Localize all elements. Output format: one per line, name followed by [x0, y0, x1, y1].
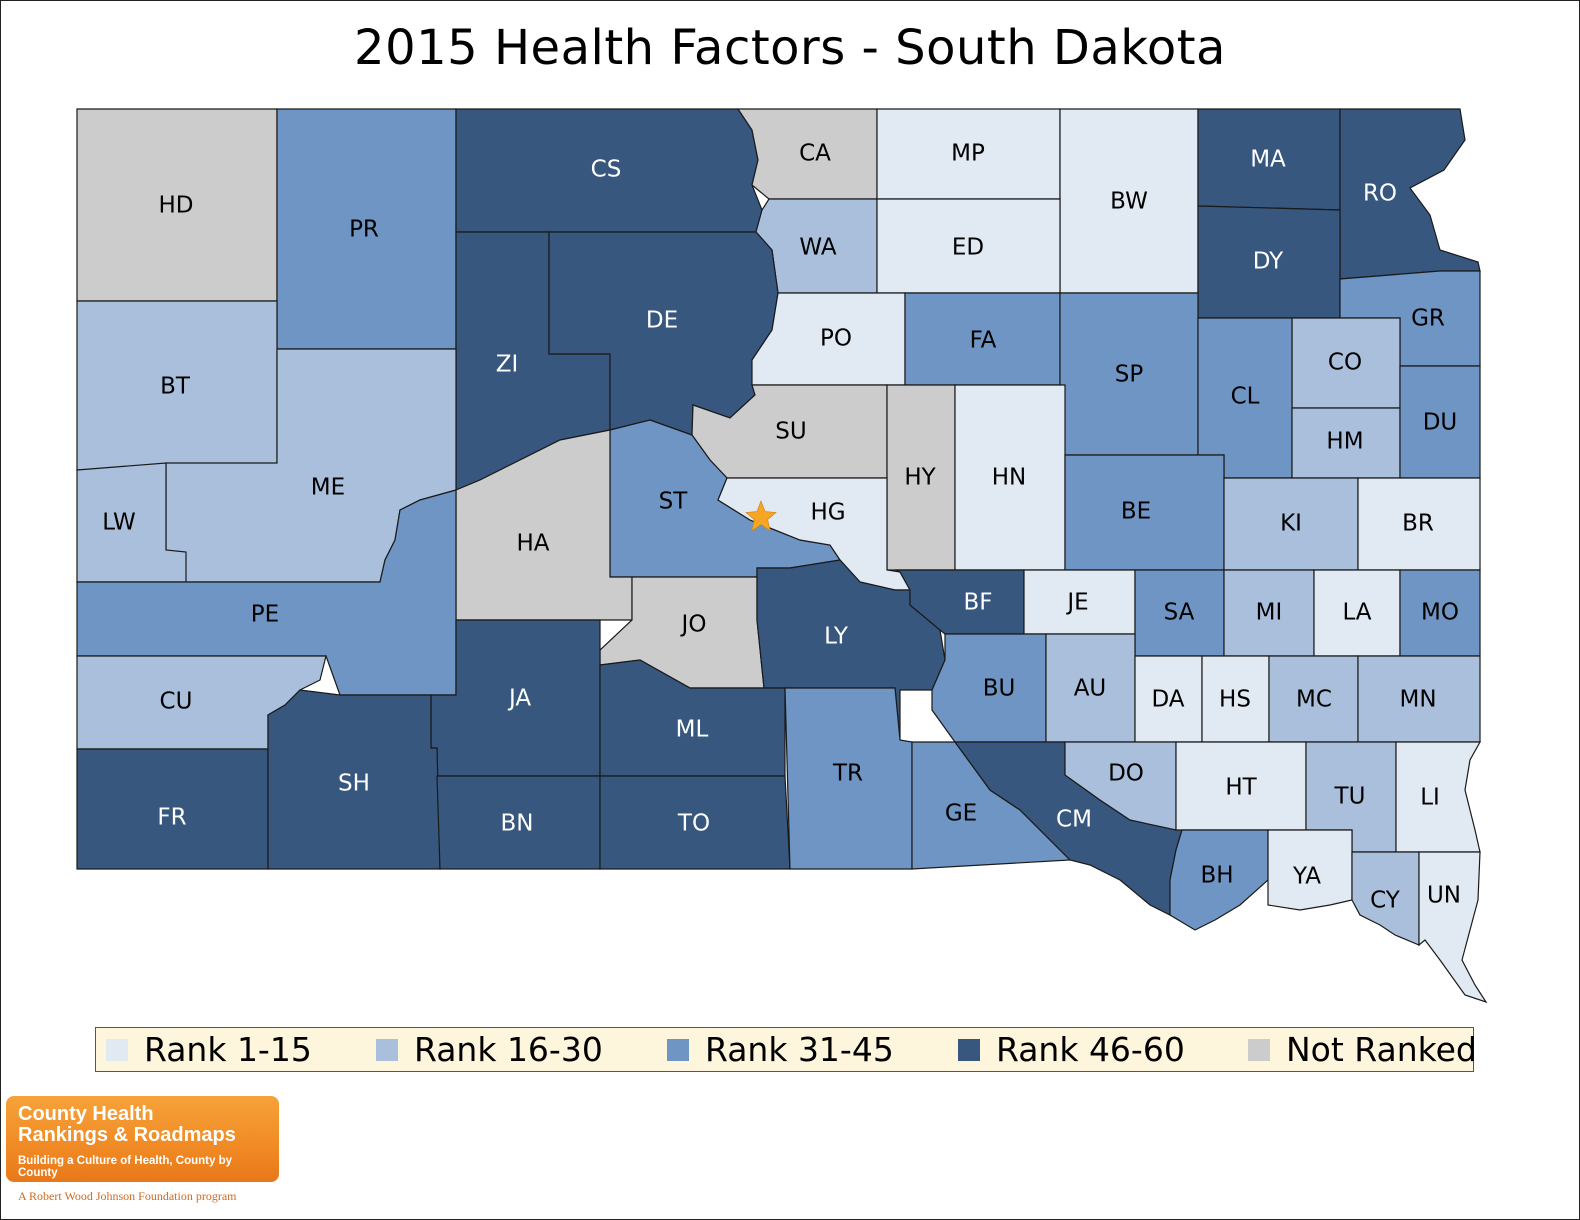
legend-swatch — [958, 1038, 980, 1061]
county-label-dy: DY — [1253, 249, 1284, 275]
county-label-cl: CL — [1231, 384, 1260, 410]
county-label-fr: FR — [157, 805, 186, 831]
county-label-su: SU — [775, 419, 806, 445]
county-label-ht: HT — [1225, 775, 1257, 801]
county-label-ma: MA — [1250, 147, 1286, 173]
legend-label: Rank 46-60 — [996, 1030, 1185, 1069]
legend-item-rank-31-45: Rank 31-45 — [667, 1028, 894, 1071]
county-label-mi: MI — [1256, 600, 1283, 626]
county-un — [1418, 851, 1488, 1004]
county-label-ge: GE — [945, 801, 977, 827]
county-label-fa: FA — [970, 328, 997, 354]
legend-item-rank-16-30: Rank 16-30 — [376, 1028, 603, 1071]
legend-swatch — [106, 1038, 128, 1061]
county-label-wa: WA — [799, 235, 836, 261]
county-label-hy: HY — [904, 465, 936, 491]
county-label-li: LI — [1420, 785, 1440, 811]
county-label-cu: CU — [160, 689, 193, 715]
county-label-cs: CS — [591, 157, 622, 183]
county-label-hd: HD — [158, 193, 193, 219]
legend: Rank 1-15 Rank 16-30 Rank 31-45 Rank 46-60 N… — [95, 1027, 1477, 1072]
legend-label: Rank 1-15 — [144, 1030, 312, 1069]
county-label-pr: PR — [349, 217, 379, 243]
county-label-pe: PE — [251, 602, 279, 628]
county-label-mn: MN — [1399, 687, 1436, 713]
county-label-bw: BW — [1110, 189, 1148, 215]
county-label-tr: TR — [832, 761, 863, 787]
county-label-me: ME — [311, 475, 345, 501]
county-label-du: DU — [1423, 410, 1458, 436]
county-label-mo: MO — [1421, 600, 1459, 626]
county-label-mc: MC — [1296, 687, 1332, 713]
county-label-cy: CY — [1370, 888, 1401, 914]
legend-swatch — [376, 1038, 398, 1061]
legend-label: Rank 31-45 — [705, 1030, 894, 1069]
county-label-to: TO — [677, 811, 710, 837]
county-label-ki: KI — [1280, 511, 1302, 537]
county-label-ml: ML — [676, 717, 709, 743]
county-label-st: ST — [659, 489, 689, 515]
county-label-au: AU — [1074, 676, 1107, 702]
county-label-ya: YA — [1292, 864, 1321, 890]
legend-label: Not Ranked — [1286, 1030, 1477, 1069]
county-label-lw: LW — [102, 510, 135, 536]
county-label-ro: RO — [1363, 181, 1397, 207]
county-label-jo: JO — [680, 612, 707, 638]
legend-swatch — [667, 1038, 689, 1061]
logo-subtitle: A Robert Wood Johnson Foundation program — [18, 1189, 237, 1203]
capital-star-icon — [745, 500, 777, 532]
legend-swatch — [1248, 1038, 1270, 1061]
county-label-je: JE — [1065, 590, 1088, 616]
map-title: 2015 Health Factors - South Dakota — [354, 20, 1226, 76]
county-label-bn: BN — [501, 811, 534, 837]
county-label-bu: BU — [983, 676, 1016, 702]
county-label-de: DE — [646, 308, 678, 334]
county-label-ja: JA — [507, 686, 531, 712]
county-label-hg: HG — [810, 500, 845, 526]
county-ro — [1339, 108, 1481, 280]
legend-item-not-ranked: Not Ranked — [1248, 1028, 1477, 1071]
logo-line-1: County Health — [18, 1103, 154, 1125]
county-label-hs: HS — [1219, 687, 1251, 713]
chrr-logo: County Health Rankings & Roadmaps Buildi… — [6, 1096, 279, 1182]
county-sh — [267, 689, 441, 870]
county-label-ha: HA — [516, 531, 549, 557]
county-label-ed: ED — [952, 235, 984, 261]
county-label-mp: MP — [951, 141, 985, 167]
county-label-sp: SP — [1115, 362, 1144, 388]
legend-label: Rank 16-30 — [414, 1030, 603, 1069]
logo-line-2: Rankings & Roadmaps — [18, 1124, 236, 1146]
county-label-hn: HN — [992, 465, 1027, 491]
county-label-ly: LY — [824, 624, 849, 650]
county-label-co: CO — [1328, 350, 1362, 376]
county-label-bt: BT — [160, 374, 191, 400]
county-label-gr: GR — [1411, 306, 1445, 332]
county-label-do: DO — [1108, 761, 1144, 787]
county-label-bf: BF — [963, 590, 992, 616]
county-label-po: PO — [820, 326, 852, 352]
county-label-la: LA — [1342, 600, 1371, 626]
county-label-br: BR — [1402, 511, 1434, 537]
county-label-da: DA — [1151, 687, 1184, 713]
county-label-ca: CA — [799, 141, 831, 167]
county-ya — [1267, 829, 1353, 911]
county-label-hm: HM — [1326, 429, 1363, 455]
county-map: HD PR CS CA MP BW MA RO WA ED DY BT ZI DE PO FA SP GR CO CL… — [76, 108, 1488, 1004]
logo-tagline: Building a Culture of Health, County by … — [18, 1155, 233, 1179]
county-label-sa: SA — [1164, 600, 1195, 626]
county-label-be: BE — [1121, 499, 1151, 525]
county-label-un: UN — [1427, 883, 1461, 909]
legend-item-rank-46-60: Rank 46-60 — [958, 1028, 1185, 1071]
county-label-sh: SH — [338, 771, 370, 797]
legend-item-rank-1-15: Rank 1-15 — [106, 1028, 312, 1071]
county-label-bh: BH — [1200, 863, 1233, 889]
county-label-zi: ZI — [496, 352, 519, 378]
county-label-tu: TU — [1334, 784, 1366, 810]
county-label-cm: CM — [1056, 807, 1092, 833]
